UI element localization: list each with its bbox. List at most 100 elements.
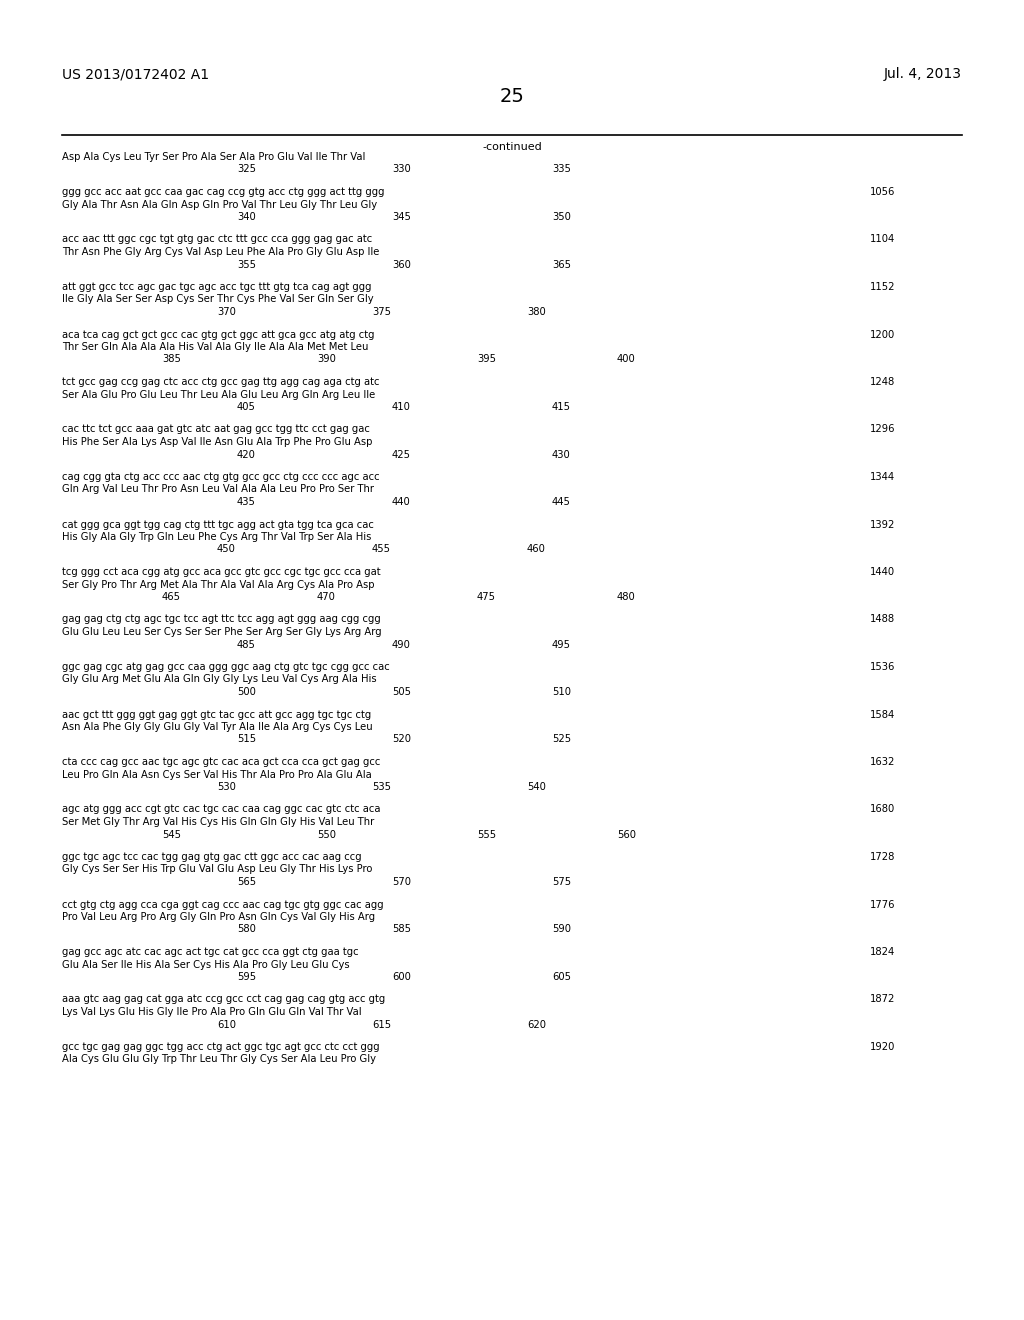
Text: 1296: 1296 bbox=[870, 425, 896, 434]
Text: 455: 455 bbox=[372, 544, 391, 554]
Text: 590: 590 bbox=[552, 924, 571, 935]
Text: 450: 450 bbox=[217, 544, 236, 554]
Text: 495: 495 bbox=[552, 639, 571, 649]
Text: Pro Val Leu Arg Pro Arg Gly Gln Pro Asn Gln Cys Val Gly His Arg: Pro Val Leu Arg Pro Arg Gly Gln Pro Asn … bbox=[62, 912, 375, 921]
Text: 555: 555 bbox=[477, 829, 496, 840]
Text: 325: 325 bbox=[237, 165, 256, 174]
Text: 565: 565 bbox=[237, 876, 256, 887]
Text: 535: 535 bbox=[372, 781, 391, 792]
Text: 410: 410 bbox=[392, 403, 411, 412]
Text: 550: 550 bbox=[317, 829, 336, 840]
Text: 425: 425 bbox=[392, 450, 411, 459]
Text: 1248: 1248 bbox=[870, 378, 895, 387]
Text: 600: 600 bbox=[392, 972, 411, 982]
Text: 480: 480 bbox=[617, 591, 636, 602]
Text: 440: 440 bbox=[392, 498, 411, 507]
Text: cac ttc tct gcc aaa gat gtc atc aat gag gcc tgg ttc cct gag gac: cac ttc tct gcc aaa gat gtc atc aat gag … bbox=[62, 425, 370, 434]
Text: 575: 575 bbox=[552, 876, 571, 887]
Text: Gln Arg Val Leu Thr Pro Asn Leu Val Ala Ala Leu Pro Pro Ser Thr: Gln Arg Val Leu Thr Pro Asn Leu Val Ala … bbox=[62, 484, 374, 495]
Text: Ala Cys Glu Glu Gly Trp Thr Leu Thr Gly Cys Ser Ala Leu Pro Gly: Ala Cys Glu Glu Gly Trp Thr Leu Thr Gly … bbox=[62, 1055, 376, 1064]
Text: 500: 500 bbox=[237, 686, 256, 697]
Text: US 2013/0172402 A1: US 2013/0172402 A1 bbox=[62, 67, 209, 81]
Text: 1392: 1392 bbox=[870, 520, 895, 529]
Text: 405: 405 bbox=[237, 403, 256, 412]
Text: 390: 390 bbox=[317, 355, 336, 364]
Text: 420: 420 bbox=[237, 450, 256, 459]
Text: 1200: 1200 bbox=[870, 330, 895, 339]
Text: 595: 595 bbox=[237, 972, 256, 982]
Text: Ser Gly Pro Thr Arg Met Ala Thr Ala Val Ala Arg Cys Ala Pro Asp: Ser Gly Pro Thr Arg Met Ala Thr Ala Val … bbox=[62, 579, 375, 590]
Text: aaa gtc aag gag cat gga atc ccg gcc cct cag gag cag gtg acc gtg: aaa gtc aag gag cat gga atc ccg gcc cct … bbox=[62, 994, 385, 1005]
Text: gag gcc agc atc cac agc act tgc cat gcc cca ggt ctg gaa tgc: gag gcc agc atc cac agc act tgc cat gcc … bbox=[62, 946, 358, 957]
Text: Glu Ala Ser Ile His Ala Ser Cys His Ala Pro Gly Leu Glu Cys: Glu Ala Ser Ile His Ala Ser Cys His Ala … bbox=[62, 960, 349, 969]
Text: Thr Asn Phe Gly Arg Cys Val Asp Leu Phe Ala Pro Gly Glu Asp Ile: Thr Asn Phe Gly Arg Cys Val Asp Leu Phe … bbox=[62, 247, 379, 257]
Text: 505: 505 bbox=[392, 686, 411, 697]
Text: 610: 610 bbox=[217, 1019, 236, 1030]
Text: 540: 540 bbox=[527, 781, 546, 792]
Text: 460: 460 bbox=[527, 544, 546, 554]
Text: 1440: 1440 bbox=[870, 568, 895, 577]
Text: 465: 465 bbox=[162, 591, 181, 602]
Text: 620: 620 bbox=[527, 1019, 546, 1030]
Text: ggg gcc acc aat gcc caa gac cag ccg gtg acc ctg ggg act ttg ggg: ggg gcc acc aat gcc caa gac cag ccg gtg … bbox=[62, 187, 384, 197]
Text: cct gtg ctg agg cca cga ggt cag ccc aac cag tgc gtg ggc cac agg: cct gtg ctg agg cca cga ggt cag ccc aac … bbox=[62, 899, 384, 909]
Text: gcc tgc gag gag ggc tgg acc ctg act ggc tgc agt gcc ctc cct ggg: gcc tgc gag gag ggc tgg acc ctg act ggc … bbox=[62, 1041, 380, 1052]
Text: 615: 615 bbox=[372, 1019, 391, 1030]
Text: 375: 375 bbox=[372, 308, 391, 317]
Text: cag cgg gta ctg acc ccc aac ctg gtg gcc gcc ctg ccc ccc agc acc: cag cgg gta ctg acc ccc aac ctg gtg gcc … bbox=[62, 473, 380, 482]
Text: 1152: 1152 bbox=[870, 282, 896, 292]
Text: 525: 525 bbox=[552, 734, 571, 744]
Text: Ser Met Gly Thr Arg Val His Cys His Gln Gln Gly His Val Leu Thr: Ser Met Gly Thr Arg Val His Cys His Gln … bbox=[62, 817, 374, 828]
Text: 350: 350 bbox=[552, 213, 570, 222]
Text: 415: 415 bbox=[552, 403, 571, 412]
Text: 470: 470 bbox=[317, 591, 336, 602]
Text: Asn Ala Phe Gly Gly Glu Gly Val Tyr Ala Ile Ala Arg Cys Cys Leu: Asn Ala Phe Gly Gly Glu Gly Val Tyr Ala … bbox=[62, 722, 373, 733]
Text: 605: 605 bbox=[552, 972, 571, 982]
Text: His Phe Ser Ala Lys Asp Val Ile Asn Glu Ala Trp Phe Pro Glu Asp: His Phe Ser Ala Lys Asp Val Ile Asn Glu … bbox=[62, 437, 373, 447]
Text: 1344: 1344 bbox=[870, 473, 895, 482]
Text: 385: 385 bbox=[162, 355, 181, 364]
Text: agc atg ggg acc cgt gtc cac tgc cac caa cag ggc cac gtc ctc aca: agc atg ggg acc cgt gtc cac tgc cac caa … bbox=[62, 804, 381, 814]
Text: Glu Glu Leu Leu Ser Cys Ser Ser Phe Ser Arg Ser Gly Lys Arg Arg: Glu Glu Leu Leu Ser Cys Ser Ser Phe Ser … bbox=[62, 627, 382, 638]
Text: 435: 435 bbox=[237, 498, 256, 507]
Text: 1872: 1872 bbox=[870, 994, 895, 1005]
Text: His Gly Ala Gly Trp Gln Leu Phe Cys Arg Thr Val Trp Ser Ala His: His Gly Ala Gly Trp Gln Leu Phe Cys Arg … bbox=[62, 532, 372, 543]
Text: 1776: 1776 bbox=[870, 899, 896, 909]
Text: 1680: 1680 bbox=[870, 804, 895, 814]
Text: 335: 335 bbox=[552, 165, 570, 174]
Text: 580: 580 bbox=[237, 924, 256, 935]
Text: ggc gag cgc atg gag gcc caa ggg ggc aag ctg gtc tgc cgg gcc cac: ggc gag cgc atg gag gcc caa ggg ggc aag … bbox=[62, 663, 390, 672]
Text: Lys Val Lys Glu His Gly Ile Pro Ala Pro Gln Glu Gln Val Thr Val: Lys Val Lys Glu His Gly Ile Pro Ala Pro … bbox=[62, 1007, 361, 1016]
Text: Ile Gly Ala Ser Ser Asp Cys Ser Thr Cys Phe Val Ser Gln Ser Gly: Ile Gly Ala Ser Ser Asp Cys Ser Thr Cys … bbox=[62, 294, 374, 305]
Text: 560: 560 bbox=[617, 829, 636, 840]
Text: 345: 345 bbox=[392, 213, 411, 222]
Text: 370: 370 bbox=[217, 308, 236, 317]
Text: aac gct ttt ggg ggt gag ggt gtc tac gcc att gcc agg tgc tgc ctg: aac gct ttt ggg ggt gag ggt gtc tac gcc … bbox=[62, 710, 372, 719]
Text: -continued: -continued bbox=[482, 143, 542, 152]
Text: 1632: 1632 bbox=[870, 756, 895, 767]
Text: 570: 570 bbox=[392, 876, 411, 887]
Text: aca tca cag gct gct gcc cac gtg gct ggc att gca gcc atg atg ctg: aca tca cag gct gct gcc cac gtg gct ggc … bbox=[62, 330, 375, 339]
Text: 330: 330 bbox=[392, 165, 411, 174]
Text: 380: 380 bbox=[527, 308, 546, 317]
Text: 1728: 1728 bbox=[870, 851, 895, 862]
Text: 340: 340 bbox=[237, 213, 256, 222]
Text: tcg ggg cct aca cgg atg gcc aca gcc gtc gcc cgc tgc gcc cca gat: tcg ggg cct aca cgg atg gcc aca gcc gtc … bbox=[62, 568, 381, 577]
Text: 485: 485 bbox=[237, 639, 256, 649]
Text: Asp Ala Cys Leu Tyr Ser Pro Ala Ser Ala Pro Glu Val Ile Thr Val: Asp Ala Cys Leu Tyr Ser Pro Ala Ser Ala … bbox=[62, 152, 366, 162]
Text: Thr Ser Gln Ala Ala Ala His Val Ala Gly Ile Ala Ala Met Met Leu: Thr Ser Gln Ala Ala Ala His Val Ala Gly … bbox=[62, 342, 369, 352]
Text: 1104: 1104 bbox=[870, 235, 895, 244]
Text: cta ccc cag gcc aac tgc agc gtc cac aca gct cca cca gct gag gcc: cta ccc cag gcc aac tgc agc gtc cac aca … bbox=[62, 756, 380, 767]
Text: 365: 365 bbox=[552, 260, 571, 269]
Text: 25: 25 bbox=[500, 87, 524, 106]
Text: 545: 545 bbox=[162, 829, 181, 840]
Text: Jul. 4, 2013: Jul. 4, 2013 bbox=[884, 67, 962, 81]
Text: Ser Ala Glu Pro Glu Leu Thr Leu Ala Glu Leu Arg Gln Arg Leu Ile: Ser Ala Glu Pro Glu Leu Thr Leu Ala Glu … bbox=[62, 389, 375, 400]
Text: acc aac ttt ggc cgc tgt gtg gac ctc ttt gcc cca ggg gag gac atc: acc aac ttt ggc cgc tgt gtg gac ctc ttt … bbox=[62, 235, 373, 244]
Text: 1488: 1488 bbox=[870, 615, 895, 624]
Text: Gly Glu Arg Met Glu Ala Gln Gly Gly Lys Leu Val Cys Arg Ala His: Gly Glu Arg Met Glu Ala Gln Gly Gly Lys … bbox=[62, 675, 377, 685]
Text: Gly Cys Ser Ser His Trp Glu Val Glu Asp Leu Gly Thr His Lys Pro: Gly Cys Ser Ser His Trp Glu Val Glu Asp … bbox=[62, 865, 373, 874]
Text: 475: 475 bbox=[477, 591, 496, 602]
Text: 510: 510 bbox=[552, 686, 571, 697]
Text: 430: 430 bbox=[552, 450, 570, 459]
